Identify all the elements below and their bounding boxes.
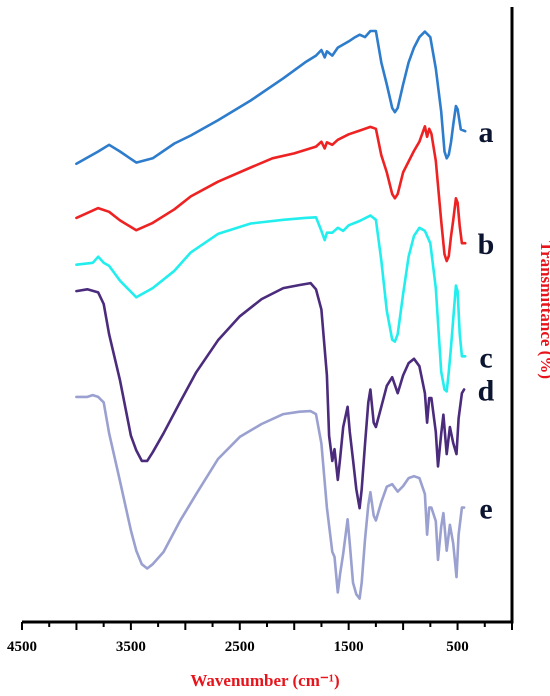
series-line-e [75,393,466,600]
series-label-d: d [478,375,495,408]
axes-layer: 4500 3500 2500 1500 500 [7,7,514,655]
series-line-d [75,281,466,510]
x-axis-title: Wavenumber (cm⁻¹) [190,671,339,690]
series-line-a [75,29,467,166]
series-label-c: c [479,341,492,374]
x-tick-label: 2500 [225,639,255,655]
x-tick-label: 3500 [116,639,146,655]
series-line-b [75,125,467,263]
y-axis-title: Transmittance (%) [537,241,550,379]
series-label-b: b [478,228,495,261]
x-tick-label: 500 [446,639,469,655]
series-layer [75,29,467,600]
x-tick-label: 4500 [7,639,37,655]
series-label-e: e [479,493,492,526]
x-tick-label: 1500 [334,639,364,655]
labels-layer: a b cd e [478,116,495,525]
series-line-c [75,214,467,393]
series-label-a: a [479,116,494,149]
